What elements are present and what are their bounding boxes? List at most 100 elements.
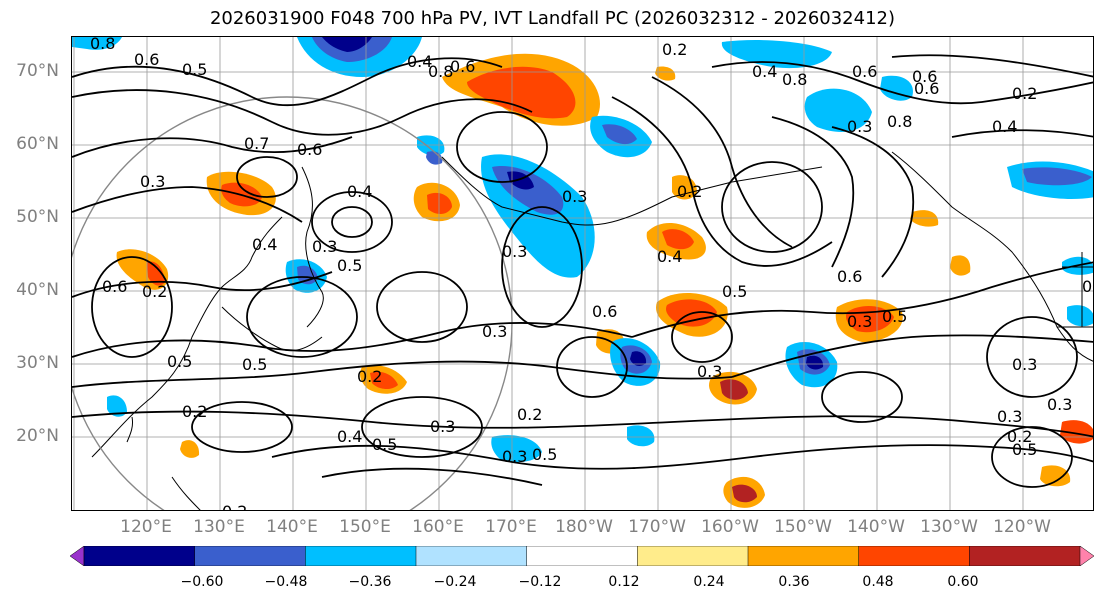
pv-shading [72, 37, 1093, 508]
colorbar-swatch [637, 546, 749, 566]
contour-label: 0.5 [532, 445, 557, 464]
colorbar-tick: −0.48 [264, 574, 308, 590]
map-panel: 0.8 0.6 0.5 0.2 0.4 0.6 0.8 0.8 0.6 0.7 0.6 0.3 0.4 0… [71, 36, 1094, 511]
lon-label-140w: 140°W [847, 517, 905, 537]
contour-label: 0.5 [372, 435, 397, 454]
contour-label: 0.5 [337, 256, 362, 275]
lon-label-150w: 150°W [774, 517, 832, 537]
contour-label: 0.2 [1007, 427, 1032, 446]
contour-label: 0.6 [912, 67, 937, 86]
contour-label: 0.3 [502, 242, 527, 261]
contour-label: 0.5 [882, 307, 907, 326]
lat-label-50n: 50°N [16, 207, 59, 227]
lon-label-120e: 120°E [120, 517, 172, 537]
colorbar-tick: 0.60 [947, 574, 979, 590]
contour-label: 0.8 [90, 37, 115, 53]
contour-label: 0.3 [430, 417, 455, 436]
contour-label: 0.2 [357, 367, 382, 386]
contour-label: 0.6 [592, 302, 617, 321]
contour-label: 0.5 [242, 355, 267, 374]
colorbar-tick: 0.48 [862, 574, 894, 590]
contour-label: 0.5 [182, 60, 207, 79]
contour-label: 0.3 [847, 312, 872, 331]
contour-label: 0.6 [450, 57, 475, 76]
contour-label: 0.2 [222, 502, 247, 511]
contour-labels: 0.80.60.50.20.4 0.60.8 0.8 0.60.7 0.60.30.40… [90, 37, 1093, 511]
lat-label-60n: 60°N [16, 134, 59, 154]
contour-label: 0.3 [312, 237, 337, 256]
lon-label-140e: 140°E [266, 517, 318, 537]
lon-label-160e: 160°E [412, 517, 464, 537]
contour-label: 0.6 [297, 140, 322, 159]
contour-label: 0.3 [697, 362, 722, 381]
map-canvas: 0.80.60.50.20.4 0.60.8 0.8 0.60.7 0.60.30.40… [72, 37, 1093, 511]
colorbar-swatch [415, 546, 528, 566]
colorbar-swatch [194, 546, 307, 566]
contour-label: 0.3 [140, 172, 165, 191]
contour-label: 0.5 [167, 352, 192, 371]
colorbar-swatch [83, 546, 196, 566]
contour-label: 0.8 [887, 112, 912, 131]
contour-label: 0.2 [1012, 84, 1037, 103]
lat-label-20n: 20°N [16, 426, 59, 446]
contour-label: 0.3 [562, 187, 587, 206]
colorbar-swatch [1079, 546, 1094, 566]
contour-label: 0.3 [1047, 395, 1072, 414]
lat-label-40n: 40°N [16, 280, 59, 300]
contour-label: 0.4 [337, 427, 362, 446]
contour-label: 0.2 [677, 182, 702, 201]
contour-label: 0.8 [782, 70, 807, 89]
contour-label: 0.3 [502, 447, 527, 466]
contour-label: 0.4 [657, 247, 682, 266]
lon-label-180w: 180°W [555, 517, 613, 537]
lon-label-130w: 130°W [920, 517, 978, 537]
colorbar-tick: 0.36 [778, 574, 810, 590]
contour-label: 0.6 [134, 50, 159, 69]
colorbar-tick: −0.12 [518, 574, 562, 590]
contour-label: 0.6 [102, 277, 127, 296]
contour-label: 0.4 [252, 235, 277, 254]
contour-label: 0.2 [517, 405, 542, 424]
lon-label-130e: 130°E [193, 517, 245, 537]
contour-label: 0.4 [407, 52, 432, 71]
contour-label: 0.5 [1012, 440, 1037, 459]
contour-label: 0.6 [837, 267, 862, 286]
colorbar-swatch [70, 546, 85, 566]
contour-label: 0.2 [182, 402, 207, 421]
pv-contours [72, 54, 1093, 488]
colorbar-swatch [305, 546, 417, 566]
lat-label-70n: 70°N [16, 61, 59, 81]
colorbar-swatch [526, 546, 639, 566]
contour-label: 0.4 [992, 117, 1017, 136]
contour-label: 0.6 [914, 79, 939, 98]
contour-label: 0.3 [482, 322, 507, 341]
colorbar-tick: −0.24 [433, 574, 477, 590]
contour-label: 0.3 [847, 117, 872, 136]
colorbar-swatch [747, 546, 860, 566]
contour-label: 0.4 [752, 62, 777, 81]
lon-label-170e: 170°E [485, 517, 537, 537]
lat-label-30n: 30°N [16, 353, 59, 373]
map-title: 2026031900 F048 700 hPa PV, IVT Landfall… [209, 8, 896, 29]
lon-label-120w: 120°W [993, 517, 1051, 537]
colorbar-tick: −0.36 [348, 574, 392, 590]
colorbar-tick: 0.12 [608, 574, 640, 590]
colorbar-swatch [858, 546, 971, 566]
colorbar-tick: −0.60 [180, 574, 224, 590]
lon-label-160w: 160°W [701, 517, 759, 537]
contour-label: 0.3 [1012, 355, 1037, 374]
lon-label-150e: 150°E [339, 517, 391, 537]
contour-label: 0.2 [142, 282, 167, 301]
contour-label: 0.4 [347, 182, 372, 201]
contour-label: 0.7 [244, 134, 269, 153]
colorbar-swatch [969, 546, 1081, 566]
lon-label-170w: 170°W [628, 517, 686, 537]
colorbar-tick: 0.24 [693, 574, 725, 590]
colorbar [70, 546, 1094, 566]
contour-label: 0.8 [428, 62, 453, 81]
contour-label: 0.2 [662, 40, 687, 59]
contour-label: 0.6 [852, 62, 877, 81]
graticule [72, 37, 1093, 510]
reference-circle [72, 96, 513, 510]
contour-label: 0.5 [722, 282, 747, 301]
